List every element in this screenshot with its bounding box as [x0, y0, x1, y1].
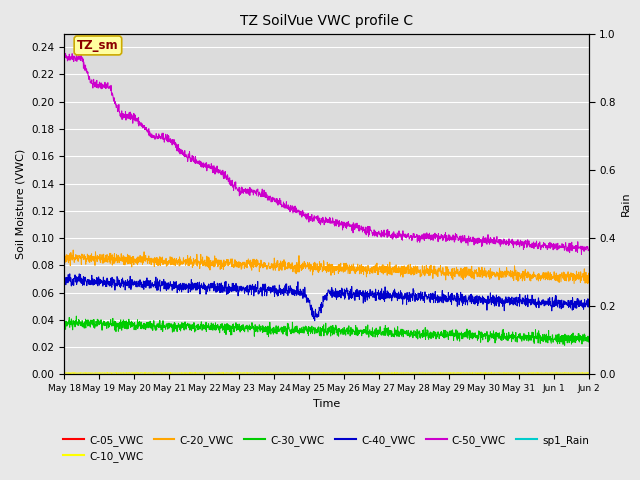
C-50_VWC — [474, 238, 481, 243]
C-20_VWC — [69, 247, 77, 253]
Line: C-50_VWC: C-50_VWC — [64, 54, 589, 254]
Legend: C-05_VWC, C-10_VWC, C-20_VWC, C-30_VWC, C-40_VWC, C-50_VWC, sp1_Rain: C-05_VWC, C-10_VWC, C-20_VWC, C-30_VWC, … — [59, 431, 593, 466]
C-40_VWC — [87, 278, 95, 284]
C-10_VWC — [570, 370, 578, 376]
C-20_VWC — [60, 256, 68, 262]
Line: C-20_VWC: C-20_VWC — [64, 250, 589, 284]
C-20_VWC — [585, 274, 593, 279]
C-50_VWC — [570, 246, 577, 252]
C-20_VWC — [570, 281, 578, 287]
C-40_VWC — [316, 305, 324, 311]
C-50_VWC — [87, 81, 95, 86]
C-40_VWC — [60, 280, 68, 286]
C-50_VWC — [301, 211, 309, 217]
Y-axis label: Soil Moisture (VWC): Soil Moisture (VWC) — [15, 149, 26, 259]
C-30_VWC — [570, 336, 578, 341]
C-50_VWC — [60, 53, 68, 59]
C-30_VWC — [570, 339, 578, 345]
C-20_VWC — [570, 276, 578, 282]
C-30_VWC — [301, 323, 309, 329]
C-10_VWC — [525, 371, 532, 376]
C-40_VWC — [570, 305, 578, 311]
C-20_VWC — [87, 252, 95, 258]
C-40_VWC — [585, 296, 593, 302]
C-10_VWC — [474, 370, 481, 376]
C-10_VWC — [125, 370, 133, 375]
C-50_VWC — [316, 218, 323, 224]
Y-axis label: Rain: Rain — [621, 192, 631, 216]
C-10_VWC — [316, 370, 323, 376]
Line: C-10_VWC: C-10_VWC — [64, 372, 589, 373]
C-20_VWC — [570, 271, 577, 276]
C-50_VWC — [570, 244, 578, 250]
C-40_VWC — [570, 300, 578, 306]
C-30_VWC — [60, 322, 68, 327]
C-20_VWC — [301, 265, 309, 271]
Line: C-30_VWC: C-30_VWC — [64, 316, 589, 345]
C-30_VWC — [87, 318, 95, 324]
C-30_VWC — [72, 313, 80, 319]
C-10_VWC — [570, 370, 578, 376]
Line: C-40_VWC: C-40_VWC — [64, 274, 589, 321]
C-30_VWC — [474, 337, 481, 343]
X-axis label: Time: Time — [313, 399, 340, 408]
C-30_VWC — [561, 342, 568, 348]
C-20_VWC — [474, 270, 481, 276]
C-10_VWC — [87, 370, 95, 376]
Text: TZ_sm: TZ_sm — [77, 39, 119, 52]
Title: TZ SoilVue VWC profile C: TZ SoilVue VWC profile C — [240, 14, 413, 28]
C-40_VWC — [474, 303, 481, 309]
C-10_VWC — [60, 370, 68, 376]
C-10_VWC — [301, 370, 309, 376]
C-40_VWC — [301, 291, 309, 297]
C-40_VWC — [311, 318, 319, 324]
C-50_VWC — [585, 248, 593, 253]
C-20_VWC — [316, 259, 323, 264]
C-30_VWC — [316, 333, 323, 338]
C-10_VWC — [585, 370, 593, 376]
C-50_VWC — [578, 252, 586, 257]
C-50_VWC — [68, 51, 76, 57]
C-40_VWC — [66, 271, 74, 276]
C-30_VWC — [585, 339, 593, 345]
